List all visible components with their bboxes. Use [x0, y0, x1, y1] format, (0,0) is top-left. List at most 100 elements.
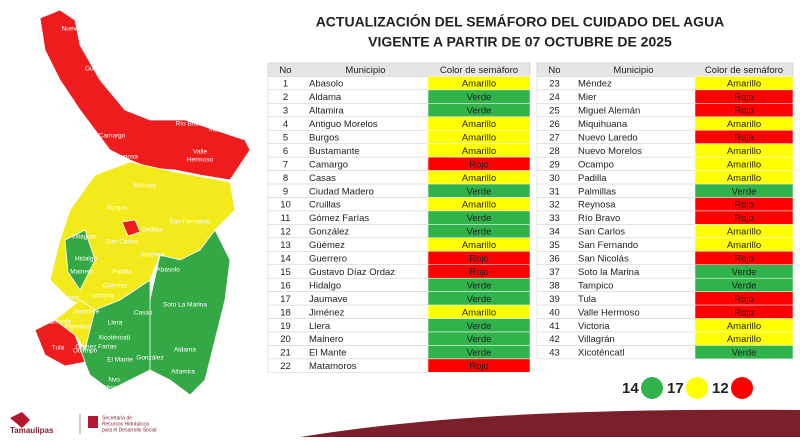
municipality: Gómez Farías [309, 213, 369, 224]
municipality: Ciudad Madero [309, 186, 374, 197]
agency-icon [88, 416, 98, 428]
column-header: No [279, 65, 291, 76]
row-number: 40 [549, 307, 560, 318]
status: Rojo [734, 254, 754, 265]
row [267, 237, 429, 252]
map-label: San Carlos [106, 239, 139, 246]
map-label: Guerrero [85, 66, 111, 73]
status: Verde [732, 267, 757, 278]
row [536, 197, 696, 212]
map-label: Ant. [81, 378, 93, 385]
row [267, 318, 429, 333]
row [267, 89, 429, 104]
map-label: Mainero [70, 269, 94, 276]
municipality: Miquihuana [578, 119, 628, 130]
status: Amarillo [727, 173, 761, 184]
row-number: 21 [280, 348, 291, 359]
status: Amarillo [462, 132, 496, 143]
map-label: Altamira [171, 369, 195, 376]
municipality: Reynosa [578, 200, 616, 211]
status: Verde [467, 227, 492, 238]
map-labels: Nuevo Laredo Guerrero Mier Díaz Ordaz Miguel… [37, 26, 242, 402]
map-label: Jaumave [73, 309, 100, 316]
map-region [121, 219, 141, 237]
status: Verde [467, 106, 492, 117]
map-label: Hidalgo [75, 256, 97, 263]
row [267, 251, 429, 266]
municipality: González [309, 227, 349, 238]
status: Amarillo [727, 146, 761, 157]
row-number: 33 [549, 213, 560, 224]
row-number: 39 [549, 294, 560, 305]
row-number: 22 [280, 361, 291, 372]
title: ACTUALIZACIÓN DEL SEMÁFORO DEL CUIDADO D… [316, 13, 725, 30]
municipality: Jiménez [309, 307, 345, 318]
row [536, 318, 696, 333]
municipality: San Carlos [578, 227, 625, 238]
row [536, 89, 696, 104]
status: Rojo [469, 361, 489, 372]
row [536, 277, 696, 292]
map-label: Aldama [174, 347, 196, 354]
municipality: Xicoténcatl [578, 348, 624, 359]
row-number: 20 [280, 334, 291, 345]
row [536, 156, 696, 171]
map-label: Hermoso [187, 157, 214, 164]
map-label: Valle [193, 149, 207, 156]
status-dot [686, 377, 708, 399]
map-label: Llera [108, 320, 123, 327]
municipality: Río Bravo [578, 213, 620, 224]
municipality: El Mante [309, 348, 347, 359]
logo-text: Tamaulipas [10, 426, 54, 435]
row [267, 170, 429, 185]
row [267, 277, 429, 292]
row-number: 30 [549, 173, 560, 184]
municipality: Cruillas [309, 200, 341, 211]
map-label: Reynosa [112, 154, 138, 161]
municipality: Villagrán [578, 334, 615, 345]
map-label: Palmillas [65, 324, 92, 331]
map [34, 9, 251, 396]
row [267, 304, 429, 319]
row [267, 345, 429, 360]
row-number: 31 [549, 186, 560, 197]
status: Rojo [469, 159, 489, 170]
map-label: Casas [134, 310, 153, 317]
map-label: Tula [52, 345, 65, 352]
status: Verde [467, 213, 492, 224]
status: Verde [467, 348, 492, 359]
count: 14 [622, 380, 639, 397]
row-number: 13 [280, 240, 291, 251]
status: Amarillo [727, 79, 761, 90]
map-label: Xicoténcatl [98, 335, 130, 342]
map-label: San Fernando [169, 219, 211, 226]
map-label: Díaz Ordaz [139, 110, 172, 117]
row-number: 19 [280, 321, 291, 332]
map-label: Jiménez [140, 252, 164, 259]
map-label: Padilla [112, 269, 132, 276]
map-label: Nvo. [108, 377, 122, 384]
count: 12 [712, 380, 729, 397]
status-cell [694, 345, 794, 360]
column-header: Color de semáforo [705, 65, 783, 76]
municipality: Hidalgo [309, 280, 341, 291]
status: Amarillo [462, 240, 496, 251]
map-label: Victoria [92, 293, 114, 300]
row-number: 3 [283, 106, 288, 117]
row [536, 76, 696, 91]
row-number: 14 [280, 254, 291, 265]
row-number: 32 [549, 200, 560, 211]
status: Rojo [734, 307, 754, 318]
row-number: 25 [549, 106, 560, 117]
municipality: Méndez [578, 79, 612, 90]
row-number: 36 [549, 254, 560, 265]
municipality: San Nicolás [578, 254, 629, 265]
subtitle: VIGENTE A PARTIR DE 07 OCTUBRE DE 2025 [368, 34, 672, 50]
municipality: Güémez [309, 240, 345, 251]
row [267, 76, 429, 91]
status: Amarillo [462, 173, 496, 184]
row-number: 8 [283, 173, 288, 184]
status: Amarillo [727, 334, 761, 345]
municipality: Miguel Alemán [578, 106, 640, 117]
